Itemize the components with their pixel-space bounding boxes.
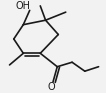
Text: OH: OH (16, 1, 31, 11)
Text: O: O (48, 82, 55, 92)
